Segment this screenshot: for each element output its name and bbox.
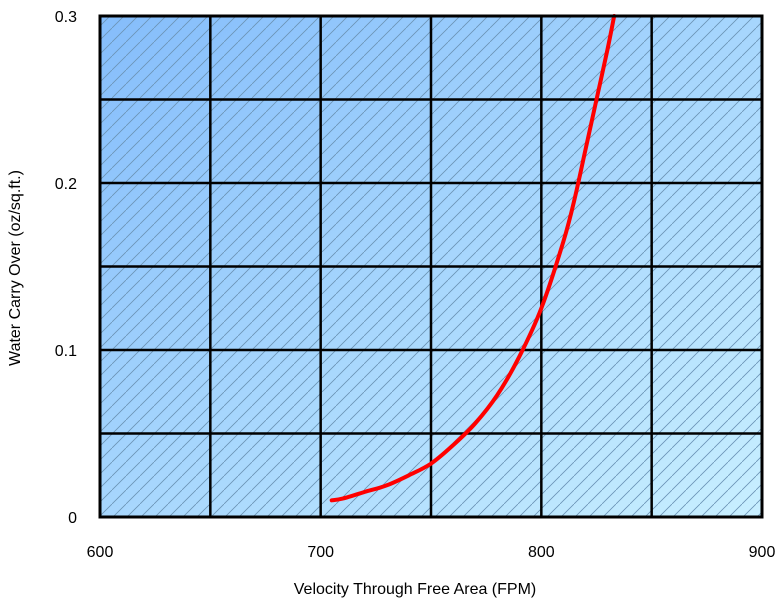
x-tick-label: 600 xyxy=(87,544,114,561)
y-axis-label: Water Carry Over (oz/sq.ft.) xyxy=(7,170,24,366)
plot-area xyxy=(98,14,764,519)
x-axis-label: Velocity Through Free Area (FPM) xyxy=(294,581,536,598)
x-tick-label: 700 xyxy=(307,544,334,561)
y-tick-label: 0.2 xyxy=(55,176,77,193)
y-tick-label: 0.3 xyxy=(55,9,77,26)
x-axis-ticks: 600 700 800 900 xyxy=(87,544,776,561)
y-tick-label: 0.1 xyxy=(55,343,77,360)
y-tick-label: 0 xyxy=(68,510,77,527)
x-tick-label: 900 xyxy=(749,544,776,561)
plot-frame xyxy=(98,14,764,519)
series-line xyxy=(329,14,617,503)
y-axis-ticks: 0 0.1 0.2 0.3 xyxy=(55,9,77,527)
x-tick-label: 800 xyxy=(528,544,555,561)
